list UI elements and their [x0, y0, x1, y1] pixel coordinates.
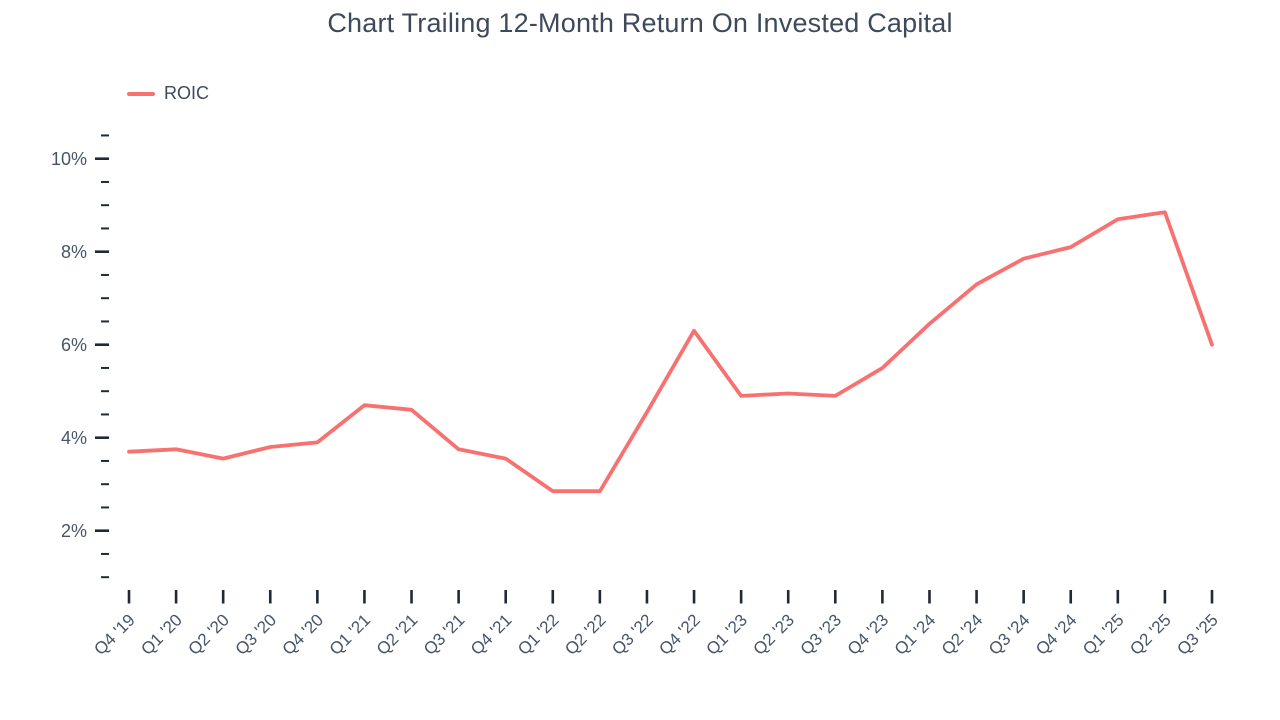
- x-axis-label: Q2 '23: [750, 610, 798, 658]
- x-axis-label: Q2 '22: [561, 610, 609, 658]
- x-axis-label: Q3 '23: [797, 610, 845, 658]
- x-axis-label: Q4 '24: [1032, 610, 1080, 658]
- x-axis-label: Q3 '21: [420, 610, 468, 658]
- x-axis-label: Q3 '25: [1173, 610, 1221, 658]
- y-axis-label: 10%: [51, 149, 87, 169]
- x-axis-label: Q4 '23: [844, 610, 892, 658]
- x-axis-label: Q1 '21: [326, 610, 374, 658]
- x-axis-label: Q3 '24: [985, 610, 1033, 658]
- legend-item-roic[interactable]: ROIC: [127, 83, 209, 104]
- x-axis-label: Q2 '24: [938, 610, 986, 658]
- x-axis-label: Q1 '24: [891, 610, 939, 658]
- x-axis-label: Q2 '21: [373, 610, 421, 658]
- y-axis-label: 2%: [61, 521, 87, 541]
- x-axis-label: Q1 '23: [702, 610, 750, 658]
- x-axis-label: Q4 '22: [655, 610, 703, 658]
- x-axis-label: Q1 '22: [514, 610, 562, 658]
- roic-series-line[interactable]: [127, 210, 1214, 494]
- chart-title: Chart Trailing 12-Month Return On Invest…: [327, 8, 953, 38]
- x-axis-label: Q4 '21: [467, 610, 515, 658]
- x-axis-label: Q4 '20: [279, 610, 327, 658]
- legend-item-label: ROIC: [164, 83, 209, 103]
- x-axis-label: Q4 '19: [90, 610, 138, 658]
- x-axis-label: Q2 '25: [1126, 610, 1174, 658]
- y-axis-label: 4%: [61, 428, 87, 448]
- legend: ROIC: [127, 83, 209, 104]
- x-axis-label: Q1 '25: [1079, 610, 1127, 658]
- x-axis-label: Q3 '22: [608, 610, 656, 658]
- legend-line-swatch: [127, 91, 155, 96]
- x-axis-label: Q1 '20: [137, 610, 185, 658]
- x-axis-label: Q2 '20: [185, 610, 233, 658]
- y-axis-label: 6%: [61, 335, 87, 355]
- y-axis-label: 8%: [61, 242, 87, 262]
- x-axis-label: Q3 '20: [232, 610, 280, 658]
